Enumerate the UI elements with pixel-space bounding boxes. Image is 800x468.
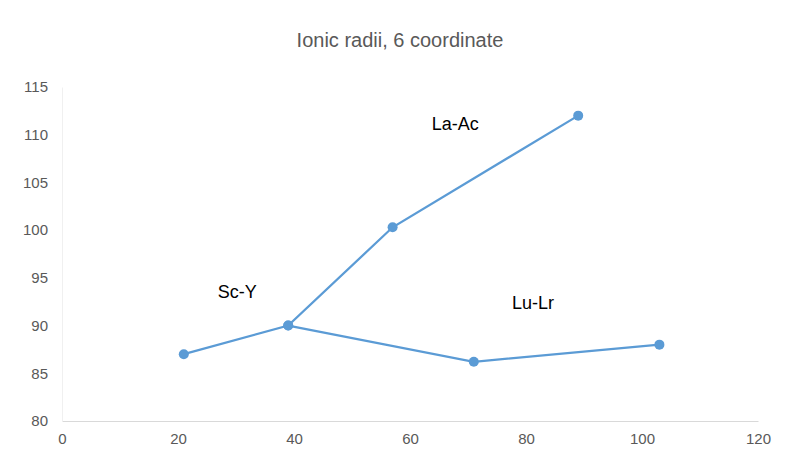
data-layer [179,111,665,367]
tick: 80 [31,412,62,429]
marker [283,321,293,331]
tick-label: 120 [746,430,771,447]
tick: 90 [31,317,62,334]
tick-label: 110 [24,126,48,143]
tick-label: 100 [23,221,48,238]
axis-line [62,88,63,422]
plot-area: 0 20 40 60 80 100 120 80 85 90 95 100 105 110 115 La-Ac… [23,78,771,446]
marker [469,357,479,367]
axis-line [63,421,759,422]
tick: 60 [402,421,419,447]
title: Ionic radii, 6 coordinate [297,29,504,51]
tick-label: 105 [23,174,48,191]
tick: 95 [31,269,62,286]
tick-label: 115 [24,78,48,95]
tick-label: 20 [170,430,187,447]
annotation: Sc-Y [218,282,257,302]
tick-label: 80 [31,412,48,429]
tick-label: 90 [31,317,48,334]
tick-label: 85 [31,365,48,382]
tick: 0 [58,421,66,447]
tick-label: 95 [31,269,48,286]
tick: 100 [630,421,655,447]
annotation: La-Ac [432,114,479,134]
series-line [184,116,578,355]
tick: 105 [23,174,62,191]
tick: 85 [31,365,62,382]
tick: 20 [170,421,187,447]
marker [283,321,293,331]
tick: 115 [24,78,62,95]
marker [388,222,398,232]
marker [573,111,583,121]
tick: 40 [286,421,303,447]
tick-label: 80 [518,430,535,447]
tick-label: 40 [286,430,303,447]
tick-label: 0 [58,430,66,447]
tick: 120 [746,421,771,447]
tick-label: 100 [630,430,655,447]
tick-label: 60 [402,430,419,447]
tick: 80 [518,421,535,447]
x-axis: 0 20 40 60 80 100 120 [58,421,771,447]
marker [179,349,189,359]
series-line [288,326,659,362]
tick: 100 [23,221,62,238]
y-axis: 80 85 90 95 100 105 110 115 [23,78,63,429]
annotations: La-Ac Sc-Y Lu-Lr [218,114,554,313]
annotation: Lu-Lr [512,293,554,313]
marker [654,340,664,350]
tick: 110 [24,126,62,143]
chart: 0 20 40 60 80 100 120 80 85 90 95 100 105 110 115 La-Ac… [0,0,800,468]
